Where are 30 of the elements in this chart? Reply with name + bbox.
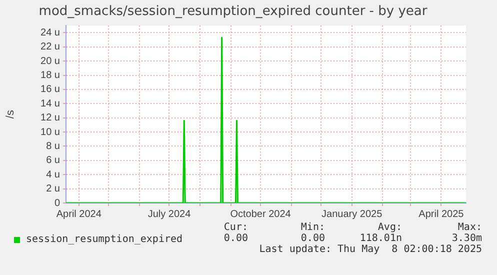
y-tick-label: 10 u: [40, 126, 60, 138]
y-tick-label: 14 u: [40, 98, 60, 110]
text: Min:: [300, 222, 325, 233]
y-tick-label: 4 u: [46, 169, 60, 180]
text: 0.00: [224, 233, 248, 244]
text: 118.01n: [360, 233, 402, 244]
text: Cur:: [224, 222, 248, 233]
text: Max:: [458, 222, 482, 233]
y-tick-label: 6 u: [46, 155, 60, 166]
y-axis-title: /s: [4, 110, 17, 119]
x-tick-label: April 2025: [418, 208, 464, 220]
legend-label: session_resumption_expired: [26, 234, 183, 245]
text: Last update: Thu May 8 02:00:18 2025: [259, 244, 482, 255]
y-tick-label: 20 u: [40, 56, 60, 67]
x-tick-label: July 2024: [148, 208, 192, 220]
y-tick-label: 8 u: [46, 140, 60, 152]
text: 3.30m: [452, 233, 482, 244]
text: Avg:: [378, 222, 402, 233]
x-tick-label: January 2025: [322, 208, 383, 220]
y-tick-label: 18 u: [40, 70, 60, 82]
x-tick-label: April 2024: [56, 208, 102, 220]
y-tick-label: 2 u: [46, 184, 60, 195]
y-tick-label: 24 u: [40, 27, 60, 38]
y-tick-label: 0: [54, 198, 60, 209]
y-tick-label: 12 u: [40, 112, 60, 124]
text: 0.00: [300, 233, 325, 244]
y-tick-label: 22 u: [40, 42, 60, 53]
y-tick-label: 16 u: [40, 84, 60, 96]
x-tick-label: October 2024: [230, 208, 292, 220]
chart-title: mod_smacks/session_resumption_expired counter - by year: [38, 4, 428, 20]
